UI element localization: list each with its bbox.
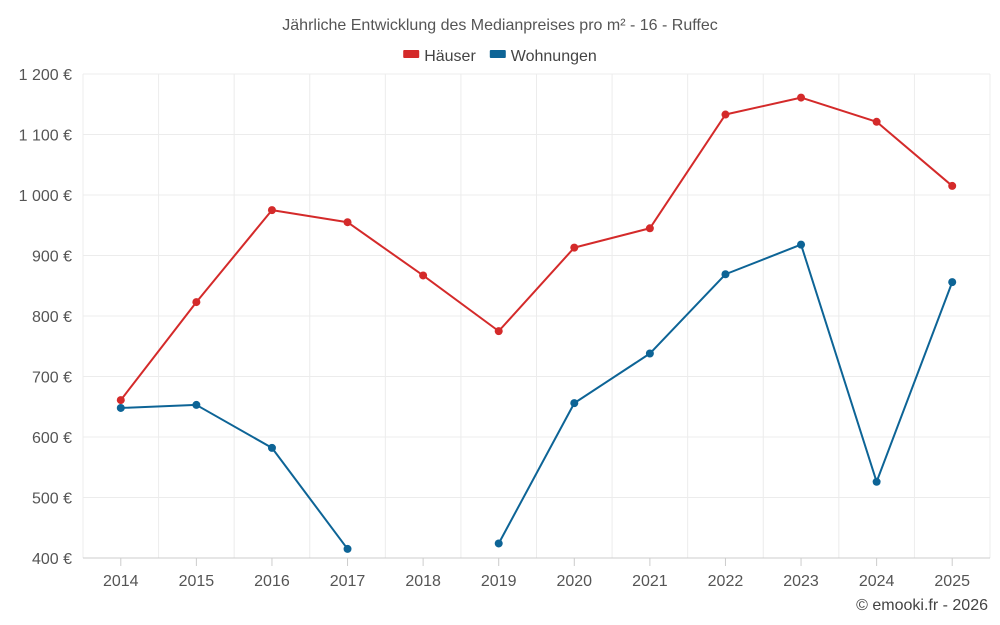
data-point[interactable] [267,443,276,452]
x-tick-label: 2015 [179,573,215,590]
x-tick-label: 2016 [254,573,290,590]
data-point[interactable] [721,270,730,279]
chart-title: Jährliche Entwicklung des Medianpreises … [282,17,717,34]
data-point[interactable] [872,477,881,486]
x-tick-label: 2018 [405,573,441,590]
data-point[interactable] [721,110,730,119]
y-tick-label: 700 € [32,370,72,387]
data-point[interactable] [570,399,579,408]
data-point[interactable] [343,218,352,227]
data-point[interactable] [872,117,881,126]
data-point[interactable] [192,298,201,307]
series-line [497,243,954,544]
y-tick-label: 1 000 € [19,188,72,205]
legend-swatch[interactable] [489,50,506,58]
series-layer [116,93,957,553]
data-point[interactable] [948,181,957,190]
data-point[interactable] [116,403,125,412]
x-tick-label: 2022 [708,573,744,590]
x-tick-label: 2023 [783,573,819,590]
legend-label: Häuser [424,48,476,65]
data-point[interactable] [192,400,201,409]
series-1 [116,240,957,553]
data-point[interactable] [797,93,806,102]
data-point[interactable] [267,206,276,215]
y-tick-label: 500 € [32,491,72,508]
data-point[interactable] [948,278,957,287]
y-tick-label: 800 € [32,309,72,326]
data-point[interactable] [797,240,806,249]
series-0 [116,93,957,405]
data-point[interactable] [494,539,503,548]
legend: Häuser Wohnungen [403,48,597,65]
axes: 400 € 500 € 600 € 700 € 800 € 900 € 1 000 € 1 1… [19,67,990,590]
y-tick-label: 400 € [32,551,72,568]
data-point[interactable] [419,271,428,280]
series-line [119,96,953,401]
credit-text: © emooki.fr - 2026 [856,597,988,614]
grid [82,73,991,558]
x-tick-label: 2021 [632,573,668,590]
y-tick-label: 600 € [32,430,72,447]
x-tick-label: 2017 [330,573,366,590]
data-point[interactable] [494,327,503,336]
x-tick-label: 2025 [934,573,970,590]
data-point[interactable] [645,349,654,358]
x-tick-label: 2020 [556,573,592,590]
data-point[interactable] [116,396,125,405]
y-tick-label: 900 € [32,249,72,266]
data-point[interactable] [570,243,579,252]
y-tick-label: 1 200 € [19,67,72,84]
data-point[interactable] [645,224,654,233]
x-tick-label: 2019 [481,573,517,590]
y-tick-label: 1 100 € [19,128,72,145]
legend-label: Wohnungen [511,48,597,65]
data-point[interactable] [343,544,352,553]
legend-swatch[interactable] [403,50,420,58]
series-line [120,403,349,550]
x-tick-label: 2024 [859,573,895,590]
x-tick-label: 2014 [103,573,139,590]
